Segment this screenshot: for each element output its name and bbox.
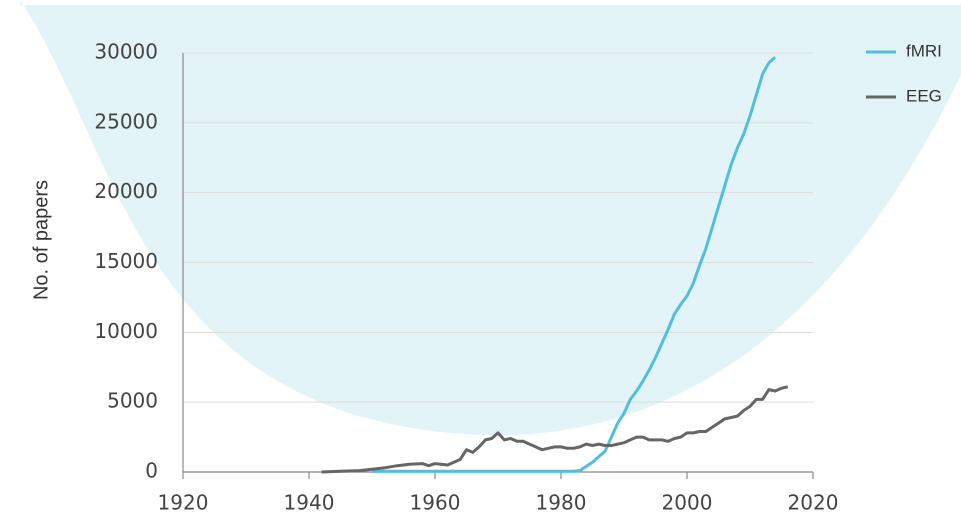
- legend-label: fMRI: [906, 41, 942, 60]
- x-tick-label: 1960: [410, 491, 461, 515]
- y-tick-label: 0: [145, 459, 158, 483]
- y-tick-label: 5000: [107, 389, 158, 413]
- y-axis-title: No. of papers: [30, 180, 52, 300]
- series-line: [372, 56, 777, 473]
- x-tick-label: 2020: [788, 491, 839, 515]
- legend-label: EEG: [906, 86, 942, 105]
- series-line: [321, 385, 789, 474]
- x-tick-label: 1940: [284, 491, 335, 515]
- background-shape: [20, 0, 961, 436]
- y-tick-label: 20000: [94, 179, 158, 203]
- y-tick-label: 15000: [94, 249, 158, 273]
- y-tick-label: 30000: [94, 40, 158, 64]
- x-tick-label: 1980: [536, 491, 587, 515]
- x-tick-label: 2000: [662, 491, 713, 515]
- y-tick-label: 10000: [94, 319, 158, 343]
- y-tick-label: 25000: [94, 109, 158, 133]
- x-tick-label: 1920: [158, 491, 209, 515]
